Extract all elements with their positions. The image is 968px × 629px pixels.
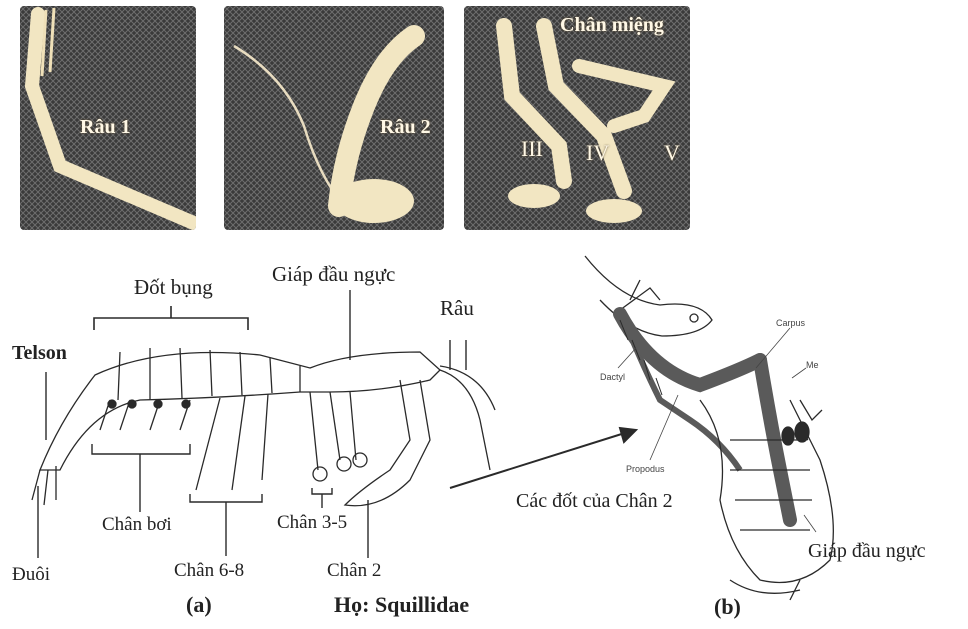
dactyl-leader: [617, 347, 637, 369]
arrow-to-b: [449, 426, 639, 489]
photo-mouthparts: [464, 6, 690, 230]
dactyl-label: Dactyl: [600, 372, 626, 382]
me-label: Me: [806, 360, 819, 370]
carpus-leader: [755, 327, 791, 369]
propodus-leader: [649, 394, 679, 461]
carpus-label: Carpus: [776, 318, 806, 328]
photo-antenna-1-image: [20, 6, 196, 230]
legs68-label: Chân 6-8: [174, 560, 245, 581]
propodus-label: Propodus: [626, 464, 665, 474]
legs68-bracket: [189, 494, 263, 556]
leg2-label: Chân 2: [327, 560, 382, 581]
shrimp-raptorial-b: [584, 255, 834, 601]
photo-antenna-2-label: Râu 2: [380, 116, 431, 138]
shrimp-body-a: [31, 347, 496, 507]
mouthpart-5-label: V: [664, 140, 680, 165]
photo-antenna-2-image: [224, 6, 444, 230]
legs35-bracket: [311, 488, 333, 508]
photo-antenna-1: [20, 6, 196, 230]
leaders-a: [37, 290, 467, 558]
carapace-label-a: Giáp đầu ngực: [272, 262, 396, 286]
tail-label: Đuôi: [12, 564, 50, 585]
segments-label: Các đốt của Chân 2: [516, 490, 673, 512]
swimmerets-bracket: [91, 444, 191, 512]
abdomen-bracket: [93, 306, 249, 330]
photo-antenna-1-label: Râu 1: [80, 116, 131, 138]
photo-mouthparts-image: [464, 6, 690, 230]
photo-antenna-2: [224, 6, 444, 230]
panel-a-label: (a): [186, 592, 212, 617]
antenna-label: Râu: [440, 296, 474, 320]
leaders-b: [617, 327, 817, 533]
mouthparts-title: Chân miệng: [560, 14, 664, 36]
me-leader: [791, 367, 807, 379]
swimmerets-label: Chân bơi: [102, 514, 172, 535]
family-label: Họ: Squillidae: [334, 592, 470, 617]
telson-label: Telson: [12, 342, 67, 364]
legs35-label: Chân 3-5: [277, 512, 348, 533]
mouthpart-4-label: IV: [586, 140, 610, 165]
antenna-leader: [449, 340, 467, 370]
mouthpart-3-label: III: [521, 136, 543, 161]
abdomen-label: Đốt bụng: [134, 275, 213, 299]
panel-b-label: (b): [714, 594, 741, 619]
carapace-label-b: Giáp đầu ngực: [808, 540, 926, 562]
fish-prey: [584, 255, 713, 337]
carapace-b-leader: [803, 514, 817, 533]
